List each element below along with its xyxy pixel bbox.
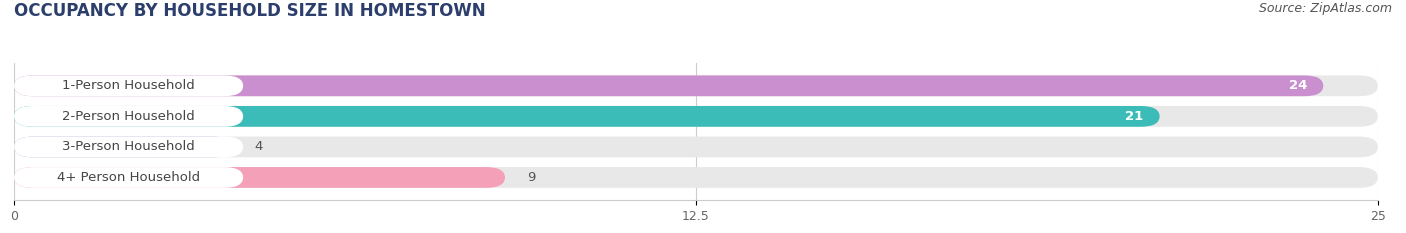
Text: 21: 21 (1125, 110, 1143, 123)
FancyBboxPatch shape (14, 106, 243, 127)
FancyBboxPatch shape (14, 167, 1378, 188)
FancyBboxPatch shape (14, 167, 243, 188)
FancyBboxPatch shape (14, 75, 1323, 96)
FancyBboxPatch shape (14, 167, 505, 188)
FancyBboxPatch shape (14, 106, 1160, 127)
Text: 24: 24 (1288, 79, 1308, 92)
FancyBboxPatch shape (14, 137, 243, 157)
Text: 1-Person Household: 1-Person Household (62, 79, 195, 92)
Text: OCCUPANCY BY HOUSEHOLD SIZE IN HOMESTOWN: OCCUPANCY BY HOUSEHOLD SIZE IN HOMESTOWN (14, 2, 485, 20)
Text: 4: 4 (254, 140, 263, 153)
FancyBboxPatch shape (14, 75, 243, 96)
Text: 9: 9 (527, 171, 536, 184)
FancyBboxPatch shape (14, 137, 1378, 157)
Text: 4+ Person Household: 4+ Person Household (58, 171, 200, 184)
Text: Source: ZipAtlas.com: Source: ZipAtlas.com (1258, 2, 1392, 15)
FancyBboxPatch shape (14, 106, 1378, 127)
Text: 3-Person Household: 3-Person Household (62, 140, 195, 153)
Text: 2-Person Household: 2-Person Household (62, 110, 195, 123)
FancyBboxPatch shape (14, 137, 232, 157)
FancyBboxPatch shape (14, 75, 1378, 96)
